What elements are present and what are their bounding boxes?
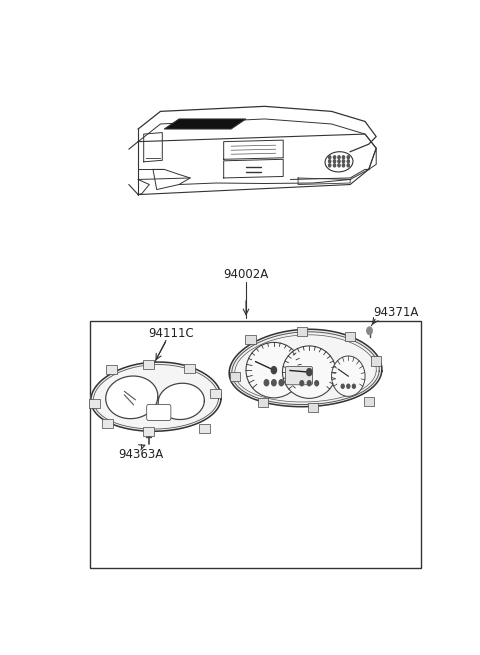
Circle shape (315, 381, 319, 386)
Bar (245, 335, 256, 344)
Polygon shape (164, 119, 246, 129)
Circle shape (329, 160, 331, 163)
Polygon shape (106, 376, 158, 419)
Circle shape (352, 384, 355, 388)
Circle shape (279, 380, 284, 386)
Circle shape (338, 160, 340, 163)
Bar (308, 403, 318, 412)
Bar (363, 397, 374, 406)
Text: 94363A: 94363A (119, 448, 164, 461)
Circle shape (230, 163, 240, 176)
Circle shape (307, 381, 311, 386)
Bar (371, 356, 382, 365)
Ellipse shape (282, 346, 336, 398)
Circle shape (272, 380, 276, 386)
Ellipse shape (246, 343, 302, 398)
Text: 94111C: 94111C (149, 327, 194, 340)
Circle shape (329, 156, 331, 159)
Polygon shape (235, 335, 376, 402)
Circle shape (334, 160, 336, 163)
Circle shape (347, 384, 350, 388)
Polygon shape (91, 362, 221, 431)
Circle shape (347, 164, 349, 167)
Polygon shape (229, 329, 382, 407)
Circle shape (307, 369, 312, 376)
Circle shape (342, 164, 345, 167)
Circle shape (267, 163, 276, 176)
Ellipse shape (332, 356, 365, 396)
Circle shape (347, 160, 349, 163)
Ellipse shape (325, 152, 353, 172)
Circle shape (271, 367, 276, 373)
Bar (144, 360, 154, 369)
Polygon shape (158, 383, 204, 420)
Bar (144, 427, 154, 436)
Bar (184, 364, 195, 373)
Bar (90, 321, 421, 568)
Bar (199, 424, 210, 433)
Bar (229, 371, 240, 381)
Circle shape (367, 327, 372, 335)
Circle shape (342, 156, 345, 159)
Bar (258, 398, 268, 407)
FancyBboxPatch shape (147, 404, 171, 421)
Circle shape (342, 160, 345, 163)
Bar (102, 419, 113, 428)
Polygon shape (232, 332, 379, 405)
Circle shape (334, 164, 336, 167)
Circle shape (329, 164, 331, 167)
Circle shape (338, 164, 340, 167)
Bar (106, 365, 117, 374)
Circle shape (300, 381, 304, 386)
Text: 94371A: 94371A (373, 306, 419, 319)
Circle shape (338, 156, 340, 159)
FancyBboxPatch shape (286, 367, 312, 384)
Circle shape (334, 156, 336, 159)
Text: 94002A: 94002A (223, 269, 269, 282)
Circle shape (264, 380, 269, 386)
Circle shape (341, 384, 344, 388)
Circle shape (347, 156, 349, 159)
Bar (345, 332, 355, 341)
Bar (210, 389, 221, 398)
Bar (297, 328, 307, 336)
Polygon shape (94, 365, 218, 429)
Bar (89, 400, 100, 409)
